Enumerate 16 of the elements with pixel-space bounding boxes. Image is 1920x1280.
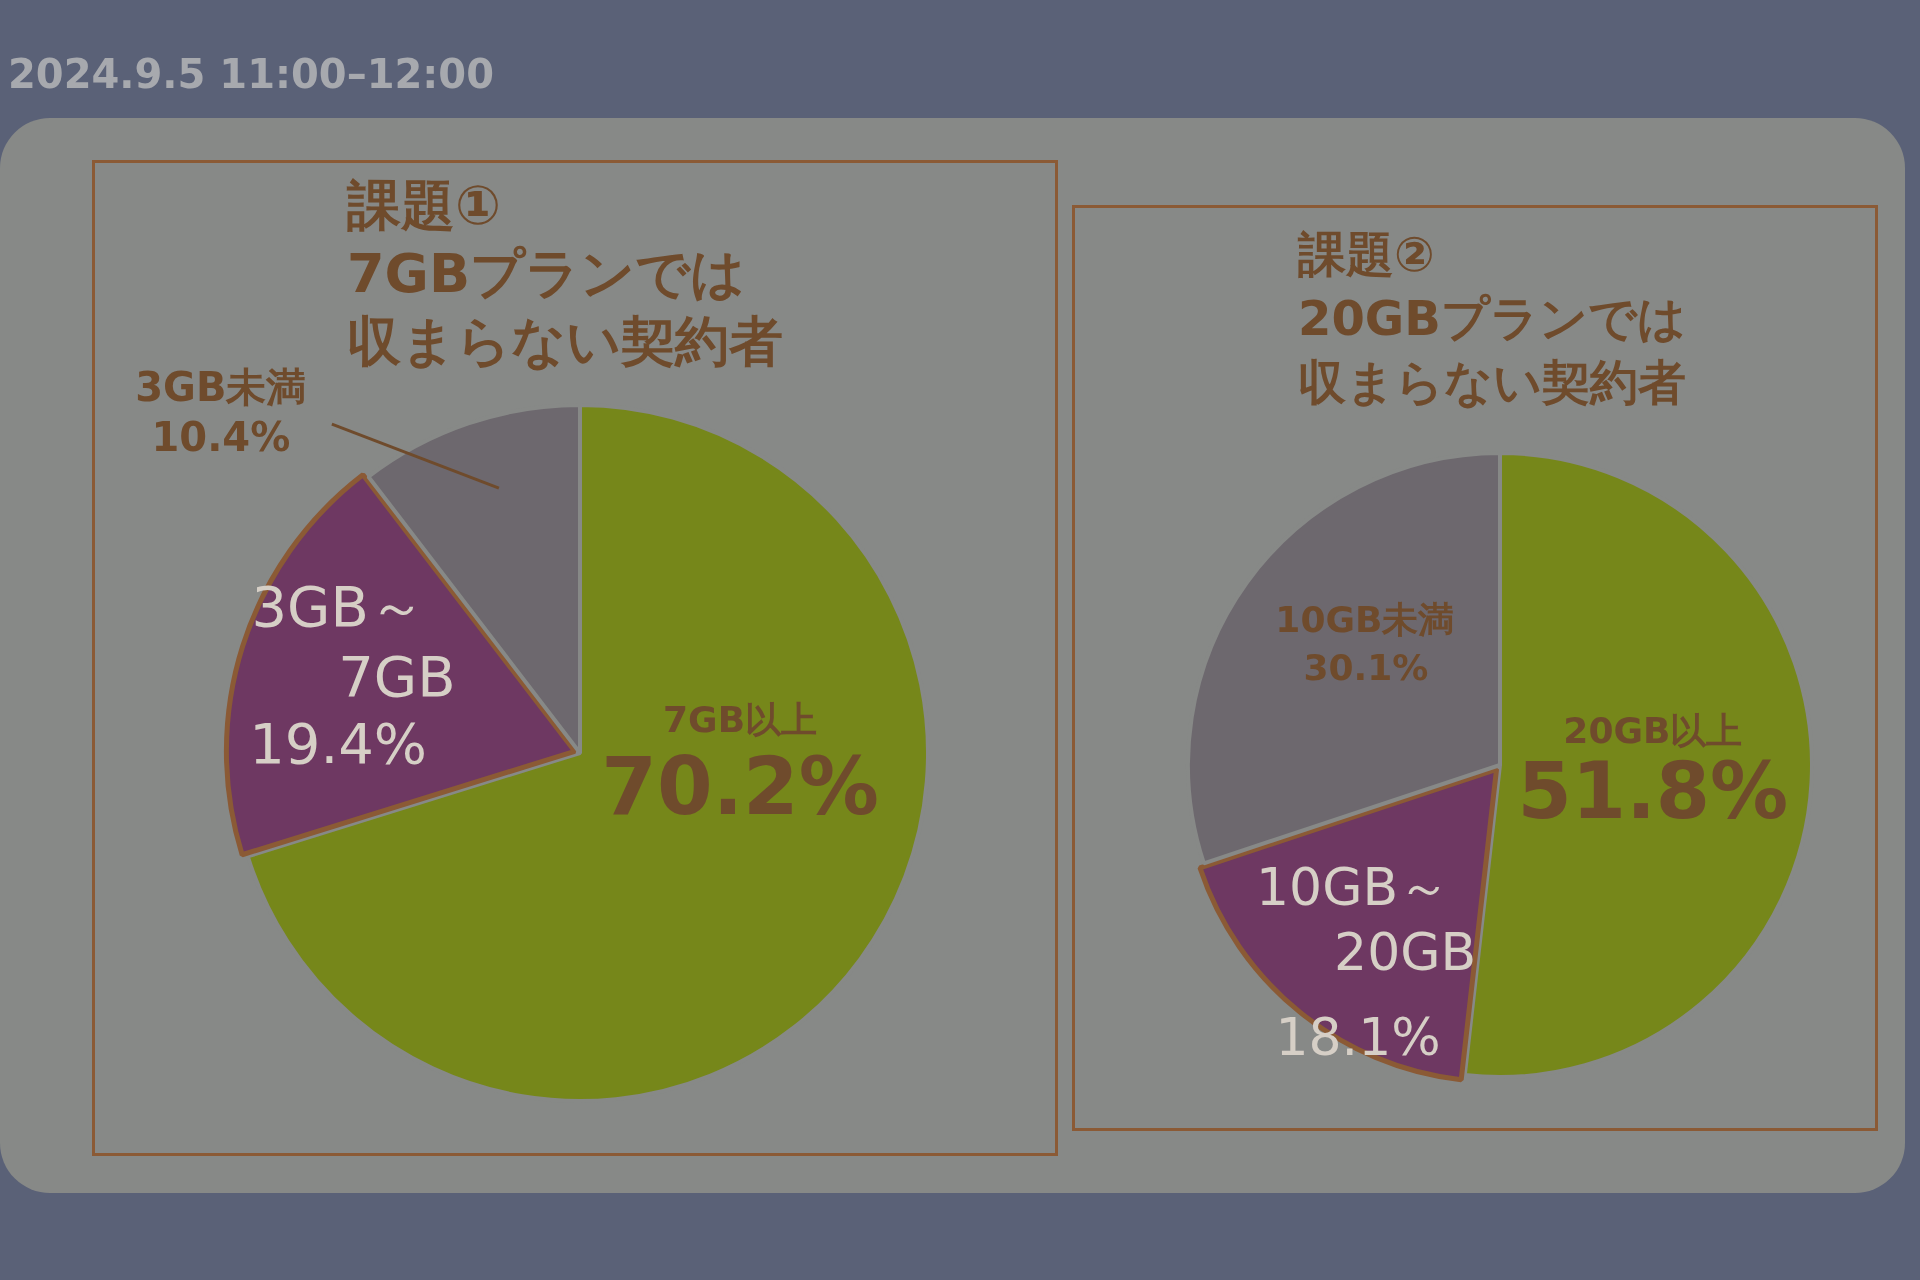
- chart-title: 課題①: [346, 174, 501, 238]
- slice-label: 10GB未満: [1275, 599, 1455, 641]
- slice-label: 20GB以上: [1563, 710, 1743, 752]
- slice-label: 7GB以上: [663, 699, 818, 741]
- chart-subtitle: 7GBプランでは収まらない契約者: [347, 242, 783, 374]
- data-label: 18.1%: [1275, 1006, 1441, 1067]
- slice-label: 3GB～7GB: [251, 573, 456, 709]
- data-label: 19.4%: [249, 710, 428, 776]
- chart-subtitle: 20GBプランでは収まらない契約者: [1298, 290, 1686, 411]
- data-label: 30.1%: [1303, 646, 1429, 688]
- chart-title: 課題②: [1297, 226, 1435, 283]
- data-label: 70.2%: [601, 739, 879, 833]
- data-label: 10.4%: [151, 414, 291, 461]
- slice-label: 10GB～20GB: [1255, 856, 1477, 983]
- text: 2024.9.5 11:00–12:00: [8, 50, 494, 98]
- slice-label: 3GB未満: [135, 364, 307, 411]
